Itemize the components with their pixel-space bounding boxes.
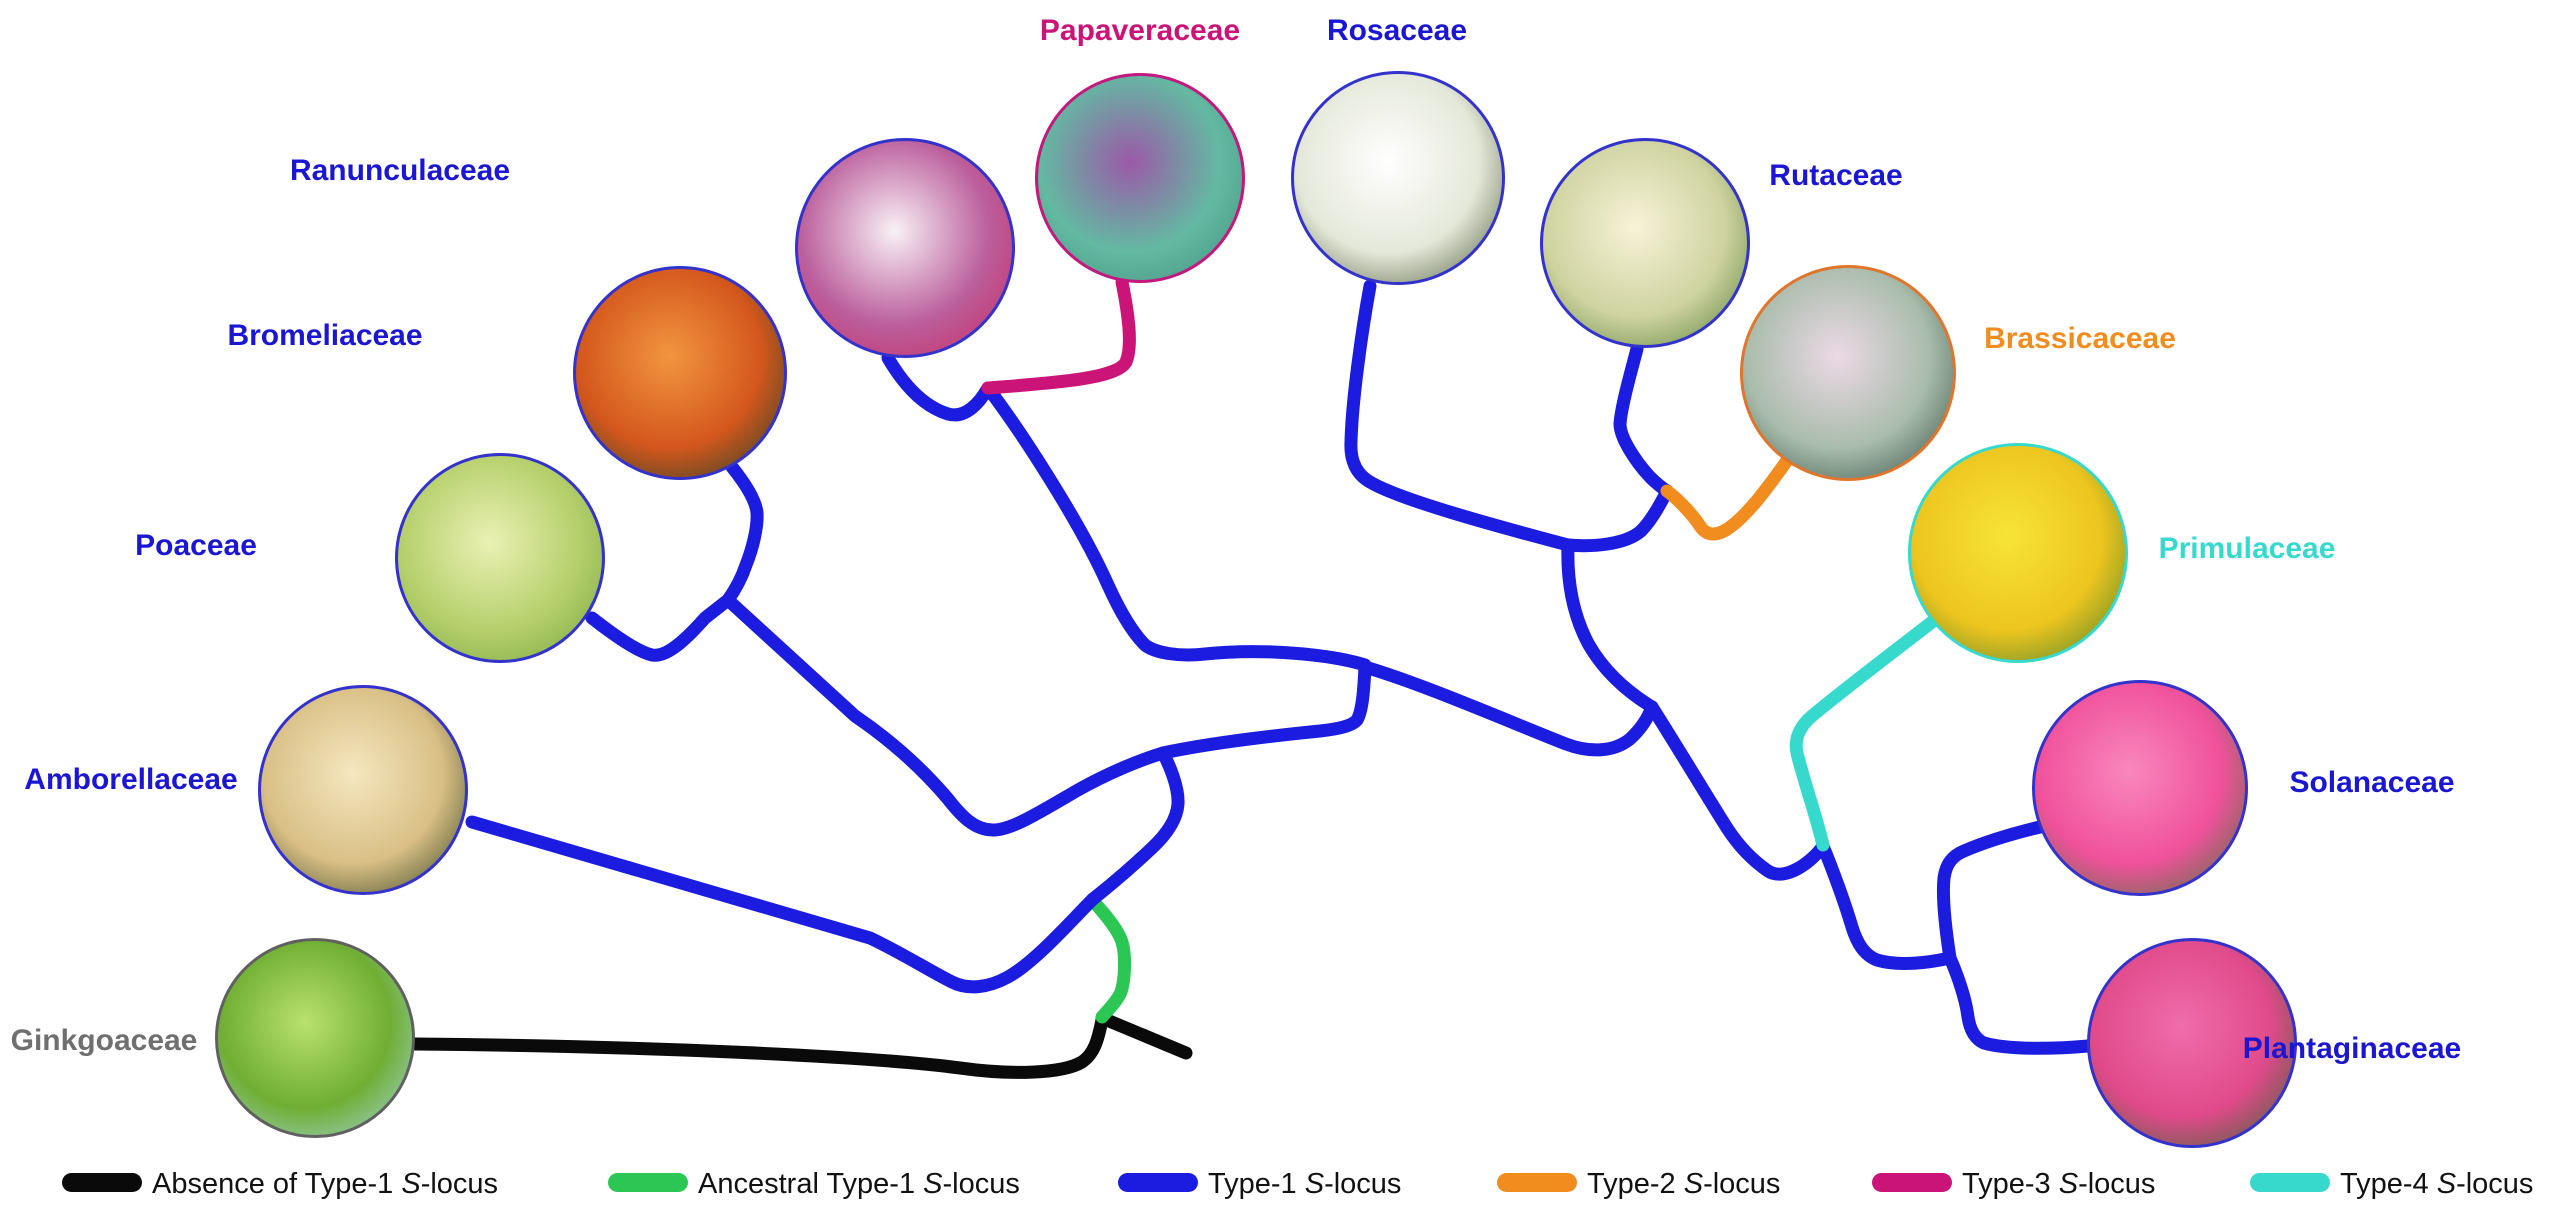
legend-label-6: Type-4 S-locus [2340, 1168, 2533, 1201]
legend-label-italic-s: S [2436, 1168, 2457, 1200]
legend-label-suffix: -locus [1324, 1168, 1402, 1200]
legend-label-suffix: -locus [420, 1168, 499, 1200]
family-label-ranunculaceae: Ranunculaceae [289, 154, 511, 187]
family-label-rosaceae: Rosaceae [1326, 14, 1468, 47]
branch-root-stub-black [1095, 1011, 1193, 1060]
branch-rosaceae [1344, 279, 1575, 552]
legend-swatch-6 [2250, 1173, 2330, 1192]
orange-bromeliad-photo [573, 266, 787, 480]
pink-petunia-photo [2032, 680, 2248, 896]
legend-label-5: Type-3 S-locus [1962, 1168, 2155, 1201]
branch-rosid-stem [1561, 538, 1659, 714]
branch-asterid-stem [1645, 700, 1830, 881]
legend-label-prefix: Type-2 [1587, 1168, 1684, 1200]
family-label-papaveraceae: Papaveraceae [1039, 14, 1241, 47]
pale-crucifer-flower-photo [1740, 265, 1956, 481]
ginkgo-foliage-photo [215, 938, 415, 1138]
branch-papaveraceae-magenta [981, 275, 1136, 395]
legend-label-italic-s: S [2058, 1168, 2079, 1200]
family-label-poaceae: Poaceae [135, 529, 257, 562]
branch-solanaceae-plantaginaceae-stem [1816, 839, 1957, 970]
pink-snapdragon-photo [2087, 938, 2297, 1148]
white-pear-blossom-photo [1291, 71, 1505, 285]
legend-label-2: Ancestral Type-1 S-locus [698, 1168, 1020, 1201]
legend-label-3: Type-1 S-locus [1208, 1168, 1401, 1201]
legend-swatch-5 [1872, 1173, 1952, 1192]
family-label-ginkgoaceae: Ginkgoaceae [10, 1024, 198, 1057]
family-label-solanaceae: Solanaceae [2289, 766, 2455, 799]
legend-label-suffix: -locus [2456, 1168, 2534, 1200]
legend-label-prefix: Ancestral Type-1 [698, 1168, 924, 1200]
legend-swatch-1 [62, 1173, 142, 1192]
branch-bromeliaceae [721, 460, 764, 607]
legend-swatch-2 [608, 1173, 688, 1192]
branch-core-eudicot-arc [1358, 660, 1659, 757]
branch-primulaceae-cyan [1789, 615, 1939, 852]
legend-label-prefix: Type-1 [1208, 1168, 1305, 1200]
legend-label-prefix: Absence of Type-1 [152, 1168, 402, 1200]
legend-label-suffix: -locus [2078, 1168, 2156, 1200]
yellow-primrose-photo [1908, 443, 2128, 663]
legend-swatch-3 [1118, 1173, 1198, 1192]
legend-label-1: Absence of Type-1 S-locus [152, 1168, 498, 1201]
family-label-amborellaceae: Amborellaceae [24, 763, 238, 796]
legend-label-4: Type-2 S-locus [1587, 1168, 1780, 1201]
family-label-bromeliaceae: Bromeliaceae [227, 319, 423, 352]
branch-ancestral-green [1086, 894, 1131, 1024]
branch-solanaceae [1936, 820, 2047, 965]
branch-brassicaceae-orange [1660, 455, 1793, 541]
legend-label-italic-s: S [1304, 1168, 1325, 1200]
legend-label-italic-s: S [401, 1168, 421, 1200]
branch-rutaceae-brassicaceae-stem [1561, 484, 1674, 553]
branch-poaceae [585, 593, 735, 662]
legend-label-italic-s: S [1683, 1168, 1704, 1200]
columbine-flower-photo [795, 138, 1015, 358]
legend-swatch-4 [1497, 1173, 1577, 1192]
branch-rutaceae [1613, 342, 1674, 498]
family-label-rutaceae: Rutaceae [1769, 159, 1903, 192]
legend-label-prefix: Type-3 [1962, 1168, 2059, 1200]
purple-poppy-photo [1035, 73, 1245, 283]
amborella-cream-flowers-photo [258, 685, 468, 895]
legend-label-prefix: Type-4 [2340, 1168, 2437, 1200]
legend-label-italic-s: S [923, 1168, 943, 1200]
legend-label-suffix: -locus [942, 1168, 1020, 1200]
family-label-plantaginaceae: Plantaginaceae [2242, 1032, 2462, 1065]
family-label-primulaceae: Primulaceae [2158, 532, 2336, 565]
branch-trunk-angiosperm [1086, 746, 1185, 906]
branch-amborellaceae [465, 815, 1100, 994]
branch-eudicot-stem [1156, 660, 1372, 760]
branch-plantaginaceae [1943, 951, 2095, 1055]
legend-label-suffix: -locus [1703, 1168, 1781, 1200]
branch-monocot-stem [721, 593, 1170, 837]
citrus-blossom-photo [1540, 138, 1750, 348]
grass-spikelets-photo [395, 453, 605, 663]
branch-ranunculaceae [881, 351, 995, 422]
branch-ranunculales-stem [981, 381, 1372, 672]
branch-ginkgoaceae-black [408, 1013, 1109, 1079]
family-label-brassicaceae: Brassicaceae [1984, 322, 2176, 355]
